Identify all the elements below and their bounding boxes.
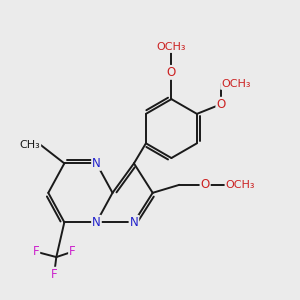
Text: N: N bbox=[92, 216, 101, 229]
Text: N: N bbox=[130, 216, 138, 229]
Text: OCH₃: OCH₃ bbox=[221, 79, 250, 89]
Text: CH₃: CH₃ bbox=[20, 140, 40, 150]
Text: N: N bbox=[92, 157, 101, 170]
Text: O: O bbox=[167, 66, 176, 79]
Text: F: F bbox=[33, 245, 39, 258]
Text: OCH₃: OCH₃ bbox=[157, 42, 186, 52]
Text: F: F bbox=[69, 245, 76, 258]
Text: O: O bbox=[200, 178, 210, 191]
Text: O: O bbox=[216, 98, 226, 111]
Text: F: F bbox=[51, 268, 58, 281]
Text: OCH₃: OCH₃ bbox=[226, 180, 255, 190]
